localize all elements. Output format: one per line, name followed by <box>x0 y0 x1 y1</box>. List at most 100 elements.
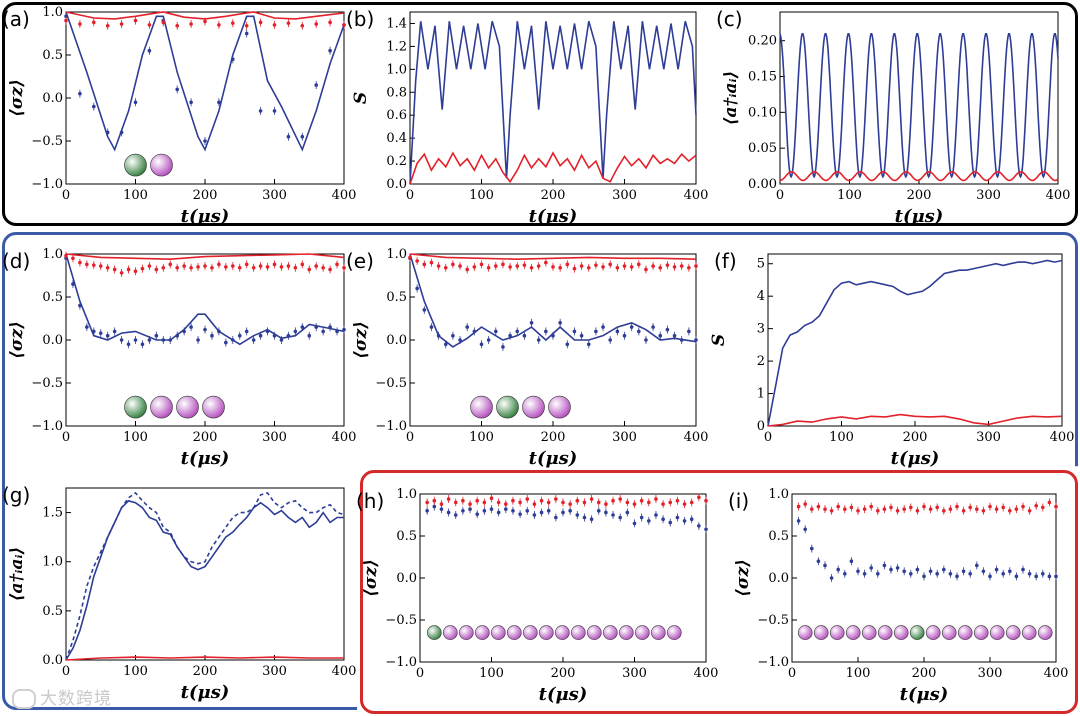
series-line-blue <box>409 20 697 185</box>
data-point-blue-exp <box>596 509 601 513</box>
data-point-red-exp <box>532 502 537 506</box>
data-point-red-exp <box>161 20 166 25</box>
data-point-blue-exp <box>251 338 256 342</box>
data-point-blue-exp <box>632 521 637 526</box>
data-point-blue-exp <box>458 338 462 342</box>
data-point-red-exp <box>342 23 346 27</box>
atom-magenta <box>522 625 538 640</box>
data-point-blue-exp <box>432 504 437 509</box>
data-point-red-exp <box>928 507 933 511</box>
data-point-red-exp <box>189 22 193 26</box>
atom-magenta <box>586 625 602 640</box>
data-point-red-exp <box>335 262 339 267</box>
data-point-red-exp <box>1034 503 1038 508</box>
data-point-blue-exp <box>876 572 880 576</box>
data-point-red-exp <box>551 265 555 269</box>
data-point-blue-exp <box>436 333 441 338</box>
data-point-blue-exp <box>637 329 641 334</box>
data-point-blue-exp <box>105 333 110 338</box>
atom-magenta <box>666 625 682 640</box>
data-point-red-exp <box>579 264 584 268</box>
atom-magenta <box>506 625 522 640</box>
data-point-red-exp <box>126 267 131 272</box>
data-point-red-exp <box>436 264 441 268</box>
atom-magenta <box>957 625 973 640</box>
data-point-blue-exp <box>168 338 173 342</box>
data-point-blue-exp <box>78 303 82 308</box>
ytick-label: 0.0 <box>42 653 63 668</box>
data-point-blue-exp <box>468 507 472 511</box>
xtick-label: 400 <box>1046 188 1071 203</box>
xtick-label: 0 <box>406 430 414 445</box>
data-point-red-exp <box>203 19 207 24</box>
data-point-blue-exp <box>909 572 913 576</box>
data-point-blue-exp <box>856 569 860 574</box>
data-point-blue-exp <box>561 510 565 515</box>
ytick-label: 0 <box>757 419 765 434</box>
atom-magenta <box>150 153 173 177</box>
frame-bottom-red <box>360 470 1078 714</box>
data-point-red-exp <box>504 502 508 506</box>
data-point-red-exp <box>321 265 325 270</box>
data-point-blue-exp <box>955 574 959 579</box>
atom-green <box>909 625 925 640</box>
data-point-red-exp <box>665 263 670 267</box>
data-point-blue-exp <box>694 338 698 342</box>
data-point-blue-exp <box>948 572 953 576</box>
data-point-red-exp <box>415 259 419 263</box>
data-point-red-exp <box>561 500 565 505</box>
atom-magenta <box>634 625 650 640</box>
data-point-red-exp <box>675 498 680 503</box>
ytick-label: −1.0 <box>757 655 789 670</box>
xtick-label: 300 <box>976 430 1001 445</box>
data-point-red-exp <box>672 265 677 269</box>
xtick-label: 300 <box>612 188 637 203</box>
xtick-label: 400 <box>332 188 357 203</box>
data-point-red-exp <box>1001 505 1005 510</box>
ytick-label: 0.5 <box>42 604 63 619</box>
data-point-blue-exp <box>843 572 847 576</box>
xtick-label: 300 <box>262 188 287 203</box>
data-point-blue-exp <box>314 83 319 87</box>
data-point-blue-exp <box>651 325 655 329</box>
atom-magenta <box>458 625 474 640</box>
ytick-label: 0.4 <box>386 131 407 146</box>
atom-magenta <box>442 625 458 640</box>
series-line-red <box>65 656 344 661</box>
data-point-red-exp <box>133 18 138 23</box>
data-point-red-exp <box>231 21 235 25</box>
data-point-blue-exp <box>668 520 673 525</box>
data-point-blue-exp <box>293 329 298 334</box>
panel-b: 0 100 200 300 400 0.0 0.2 0.4 0.6 0.8 1.0 1.2 1.4 (b)… <box>346 7 708 227</box>
data-point-blue-exp <box>796 519 801 523</box>
ytick-label: 0.0 <box>42 333 63 348</box>
xtick-label: 400 <box>332 664 357 679</box>
data-point-red-exp <box>572 266 577 271</box>
data-point-blue-exp <box>133 338 138 342</box>
data-point-blue-exp <box>237 333 242 338</box>
series-line-blue-theory <box>65 11 345 152</box>
atom-magenta <box>893 625 909 640</box>
data-point-blue-exp <box>902 569 906 574</box>
data-point-red-exp <box>105 23 110 28</box>
xtick-label: 400 <box>332 430 357 445</box>
series-line-blue <box>779 33 1059 179</box>
watermark-text: 大数跨境 <box>40 689 112 709</box>
data-point-blue-exp <box>629 325 634 329</box>
data-point-blue-exp <box>231 338 235 342</box>
data-point-blue-exp <box>981 569 986 574</box>
data-point-blue-exp <box>196 338 200 342</box>
data-point-red-exp <box>147 23 152 27</box>
atom-magenta <box>845 625 861 640</box>
data-point-red-exp <box>565 262 570 267</box>
data-point-blue-exp <box>582 515 587 520</box>
data-point-blue-exp <box>443 342 448 347</box>
data-point-red-exp <box>525 497 530 501</box>
data-point-red-exp <box>78 260 82 265</box>
data-point-blue-exp <box>525 509 530 513</box>
ytick-label: 1.0 <box>42 555 63 570</box>
data-point-blue-exp <box>78 91 82 96</box>
data-point-blue-exp <box>92 329 96 334</box>
data-point-blue-exp <box>922 574 926 579</box>
data-point-blue-exp <box>511 509 515 513</box>
